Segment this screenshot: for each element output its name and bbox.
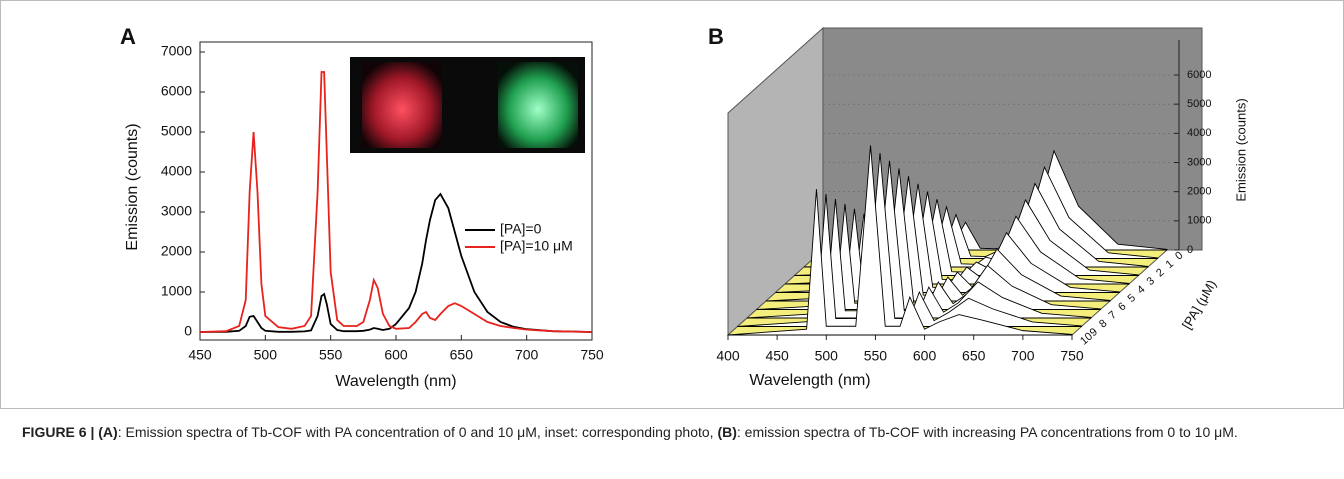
z-tick-label: 3	[1145, 275, 1157, 288]
y-tick-label: 6000	[161, 83, 192, 99]
x-tick-label: 450	[188, 347, 212, 363]
spectrum	[727, 145, 1073, 336]
figure: A B Wavelength (nm) Emission (counts) Wa…	[0, 0, 1344, 409]
z-tick-label: 6	[1116, 300, 1128, 313]
x-tick-label: 400	[716, 348, 740, 364]
y-tick-label: 1000	[1187, 215, 1211, 227]
y-tick-label: 3000	[1187, 156, 1211, 168]
legend-label: [PA]=10 μM	[500, 238, 573, 254]
x-axis-title: Wavelength (nm)	[749, 372, 870, 389]
panel-label: A	[120, 24, 136, 49]
z-tick-label: 2	[1154, 266, 1166, 279]
y-tick-label: 3000	[161, 203, 192, 219]
series-line	[199, 71, 593, 333]
y-tick-label: 6000	[1187, 69, 1211, 81]
y-tick-label: 5000	[161, 123, 192, 139]
x-tick-label: 450	[765, 348, 789, 364]
x-tick-label: 550	[319, 347, 343, 363]
z-tick-label: 5	[1126, 292, 1138, 305]
z-tick-label: 4	[1135, 283, 1147, 296]
inset-photo	[350, 57, 585, 153]
x-tick-label: 500	[254, 347, 278, 363]
y-tick-label: 7000	[161, 43, 192, 59]
series-line	[199, 192, 593, 333]
z-tick-label: 7	[1107, 309, 1119, 322]
y-tick-label: 5000	[1187, 98, 1211, 110]
y-tick-label: 4000	[161, 163, 192, 179]
x-tick-label: 750	[580, 347, 604, 363]
legend-label: [PA]=0	[500, 221, 542, 237]
panel-label: B	[708, 24, 724, 49]
x-axis-title: Wavelength (nm)	[335, 373, 456, 390]
z-tick-label: 8	[1097, 317, 1109, 330]
y-tick-label: 2000	[1187, 186, 1211, 198]
y-tick-label: 4000	[1187, 127, 1211, 139]
caption: FIGURE 6 | (A): Emission spectra of Tb-C…	[22, 420, 1312, 444]
caption-label: FIGURE 6 | (A)	[22, 424, 118, 440]
y-tick-label: 1000	[161, 283, 192, 299]
x-tick-label: 650	[450, 347, 474, 363]
y-axis-title: Emission (counts)	[124, 123, 141, 250]
y-tick-label: 2000	[161, 243, 192, 259]
x-tick-label: 600	[384, 347, 408, 363]
caption-label: (B)	[717, 424, 737, 440]
x-tick-label: 700	[1011, 348, 1035, 364]
x-tick-label: 700	[515, 347, 539, 363]
x-tick-label: 650	[962, 348, 986, 364]
x-tick-label: 500	[815, 348, 839, 364]
y-tick-label: 0	[1187, 244, 1193, 256]
caption-text: : emission spectra of Tb-COF with increa…	[736, 424, 1238, 440]
z-tick-label: 1	[1164, 258, 1176, 271]
x-tick-label: 600	[913, 348, 937, 364]
z-tick-label: 0	[1173, 249, 1185, 262]
x-tick-label: 550	[864, 348, 888, 364]
x-tick-label: 750	[1060, 348, 1084, 364]
z-axis-title: [PA] (μM)	[1179, 277, 1219, 331]
caption-text: : Emission spectra of Tb-COF with PA con…	[117, 424, 718, 440]
y-tick-label: 0	[184, 323, 192, 339]
y-axis-title: Emission (counts)	[1233, 98, 1248, 201]
